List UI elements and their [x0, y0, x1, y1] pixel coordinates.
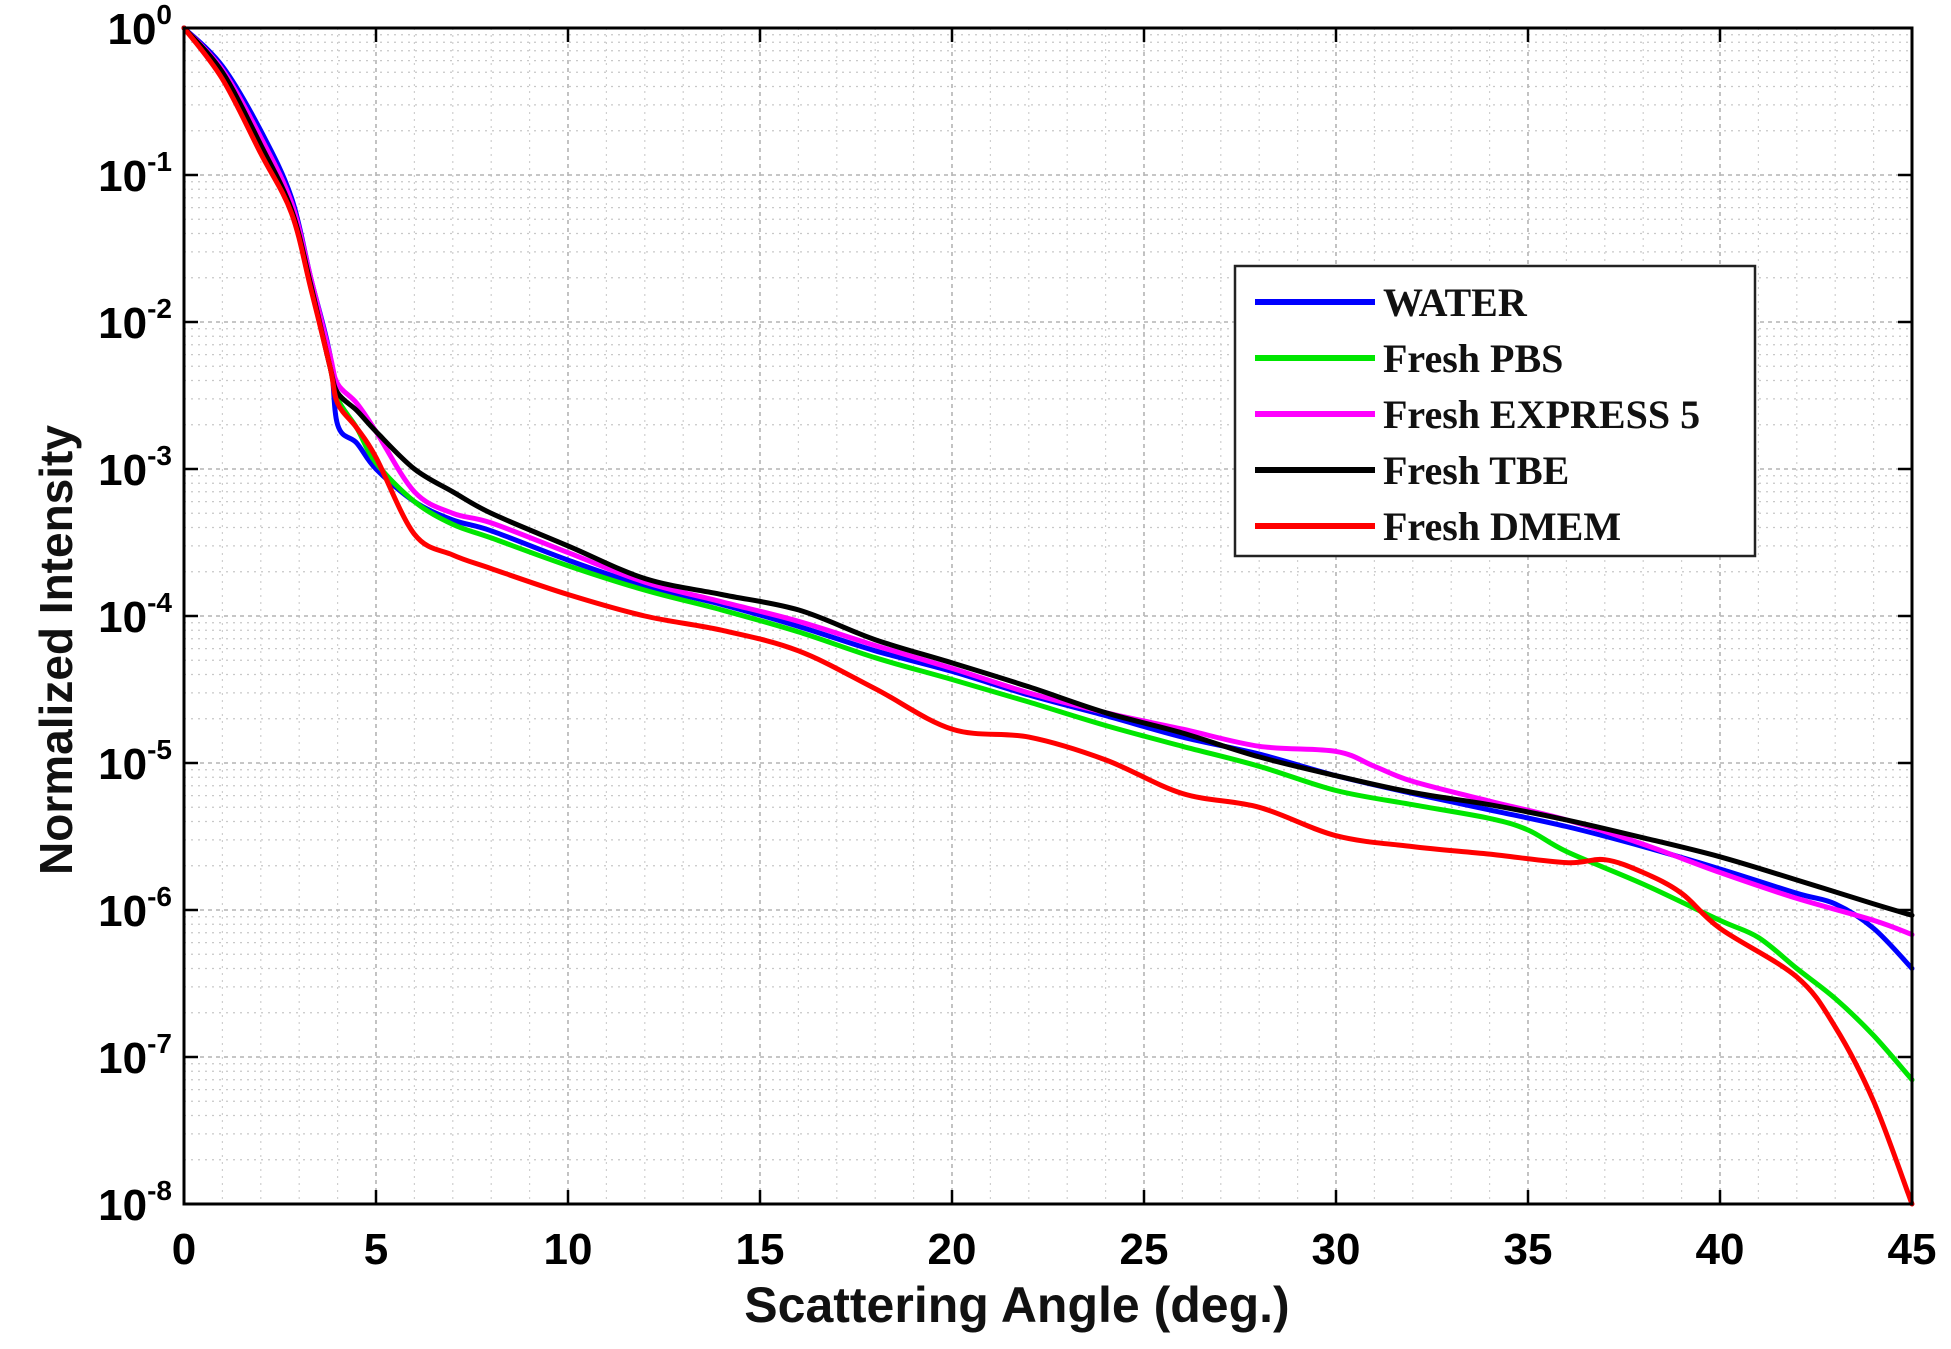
y-tick-base: 10 — [98, 152, 147, 201]
y-tick-label: 10-3 — [98, 440, 172, 495]
y-tick-base: 10 — [98, 1181, 147, 1230]
legend-label-fresh-pbs: Fresh PBS — [1383, 336, 1563, 381]
y-tick-base: 10 — [98, 593, 147, 642]
y-tick-exponent: -2 — [147, 293, 172, 324]
legend-label-fresh-dmem: Fresh DMEM — [1383, 504, 1621, 549]
y-tick-exponent: -4 — [147, 587, 172, 618]
x-tick-label: 40 — [1696, 1225, 1745, 1274]
y-tick-label: 10-6 — [98, 881, 172, 936]
axis-ticks — [182, 26, 1914, 1206]
y-tick-label: 10-4 — [98, 587, 172, 642]
y-tick-exponent: -5 — [147, 734, 172, 765]
x-tick-label: 10 — [544, 1225, 593, 1274]
y-tick-label: 10-1 — [98, 146, 172, 201]
y-tick-base: 10 — [98, 299, 147, 348]
x-tick-label: 45 — [1888, 1225, 1937, 1274]
x-tick-label: 30 — [1312, 1225, 1361, 1274]
data-series — [181, 25, 1915, 1207]
x-tick-label: 15 — [736, 1225, 785, 1274]
x-axis-title: Scattering Angle (deg.) — [744, 1277, 1289, 1333]
legend-label-fresh-express-5: Fresh EXPRESS 5 — [1383, 392, 1700, 437]
x-tick-label: 0 — [172, 1225, 196, 1274]
y-tick-label: 10-5 — [98, 734, 172, 789]
x-tick-label: 5 — [364, 1225, 388, 1274]
y-axis-title: Normalized Intensity — [30, 425, 82, 875]
x-tick-label: 35 — [1504, 1225, 1553, 1274]
y-tick-label: 10-2 — [98, 293, 172, 348]
x-tick-label: 20 — [928, 1225, 977, 1274]
legend-label-fresh-tbe: Fresh TBE — [1383, 448, 1569, 493]
y-tick-base: 10 — [98, 740, 147, 789]
y-tick-base: 10 — [98, 446, 147, 495]
x-tick-labels: 0 5 10 15 20 25 30 35 40 45 — [172, 1225, 1937, 1274]
y-tick-exponent: 0 — [156, 0, 172, 30]
y-tick-exponent: -6 — [147, 881, 172, 912]
series-line-fresh-dmem — [181, 25, 1915, 1207]
y-tick-exponent: -8 — [147, 1175, 172, 1206]
y-tick-label: 10-8 — [98, 1175, 172, 1230]
y-tick-label: 100 — [107, 0, 172, 54]
y-tick-exponent: -1 — [147, 146, 172, 177]
y-tick-base: 10 — [98, 1034, 147, 1083]
y-tick-exponent: -3 — [147, 440, 172, 471]
y-tick-label: 10-7 — [98, 1028, 172, 1083]
legend-label-water: WATER — [1383, 280, 1528, 325]
y-tick-base: 10 — [107, 5, 156, 54]
legend: WATER Fresh PBS Fresh EXPRESS 5 Fresh TBE Fr… — [1233, 264, 1757, 558]
major-gridlines — [184, 28, 1912, 1204]
x-tick-label: 25 — [1120, 1225, 1169, 1274]
y-tick-exponent: -7 — [147, 1028, 172, 1059]
y-tick-base: 10 — [98, 887, 147, 936]
